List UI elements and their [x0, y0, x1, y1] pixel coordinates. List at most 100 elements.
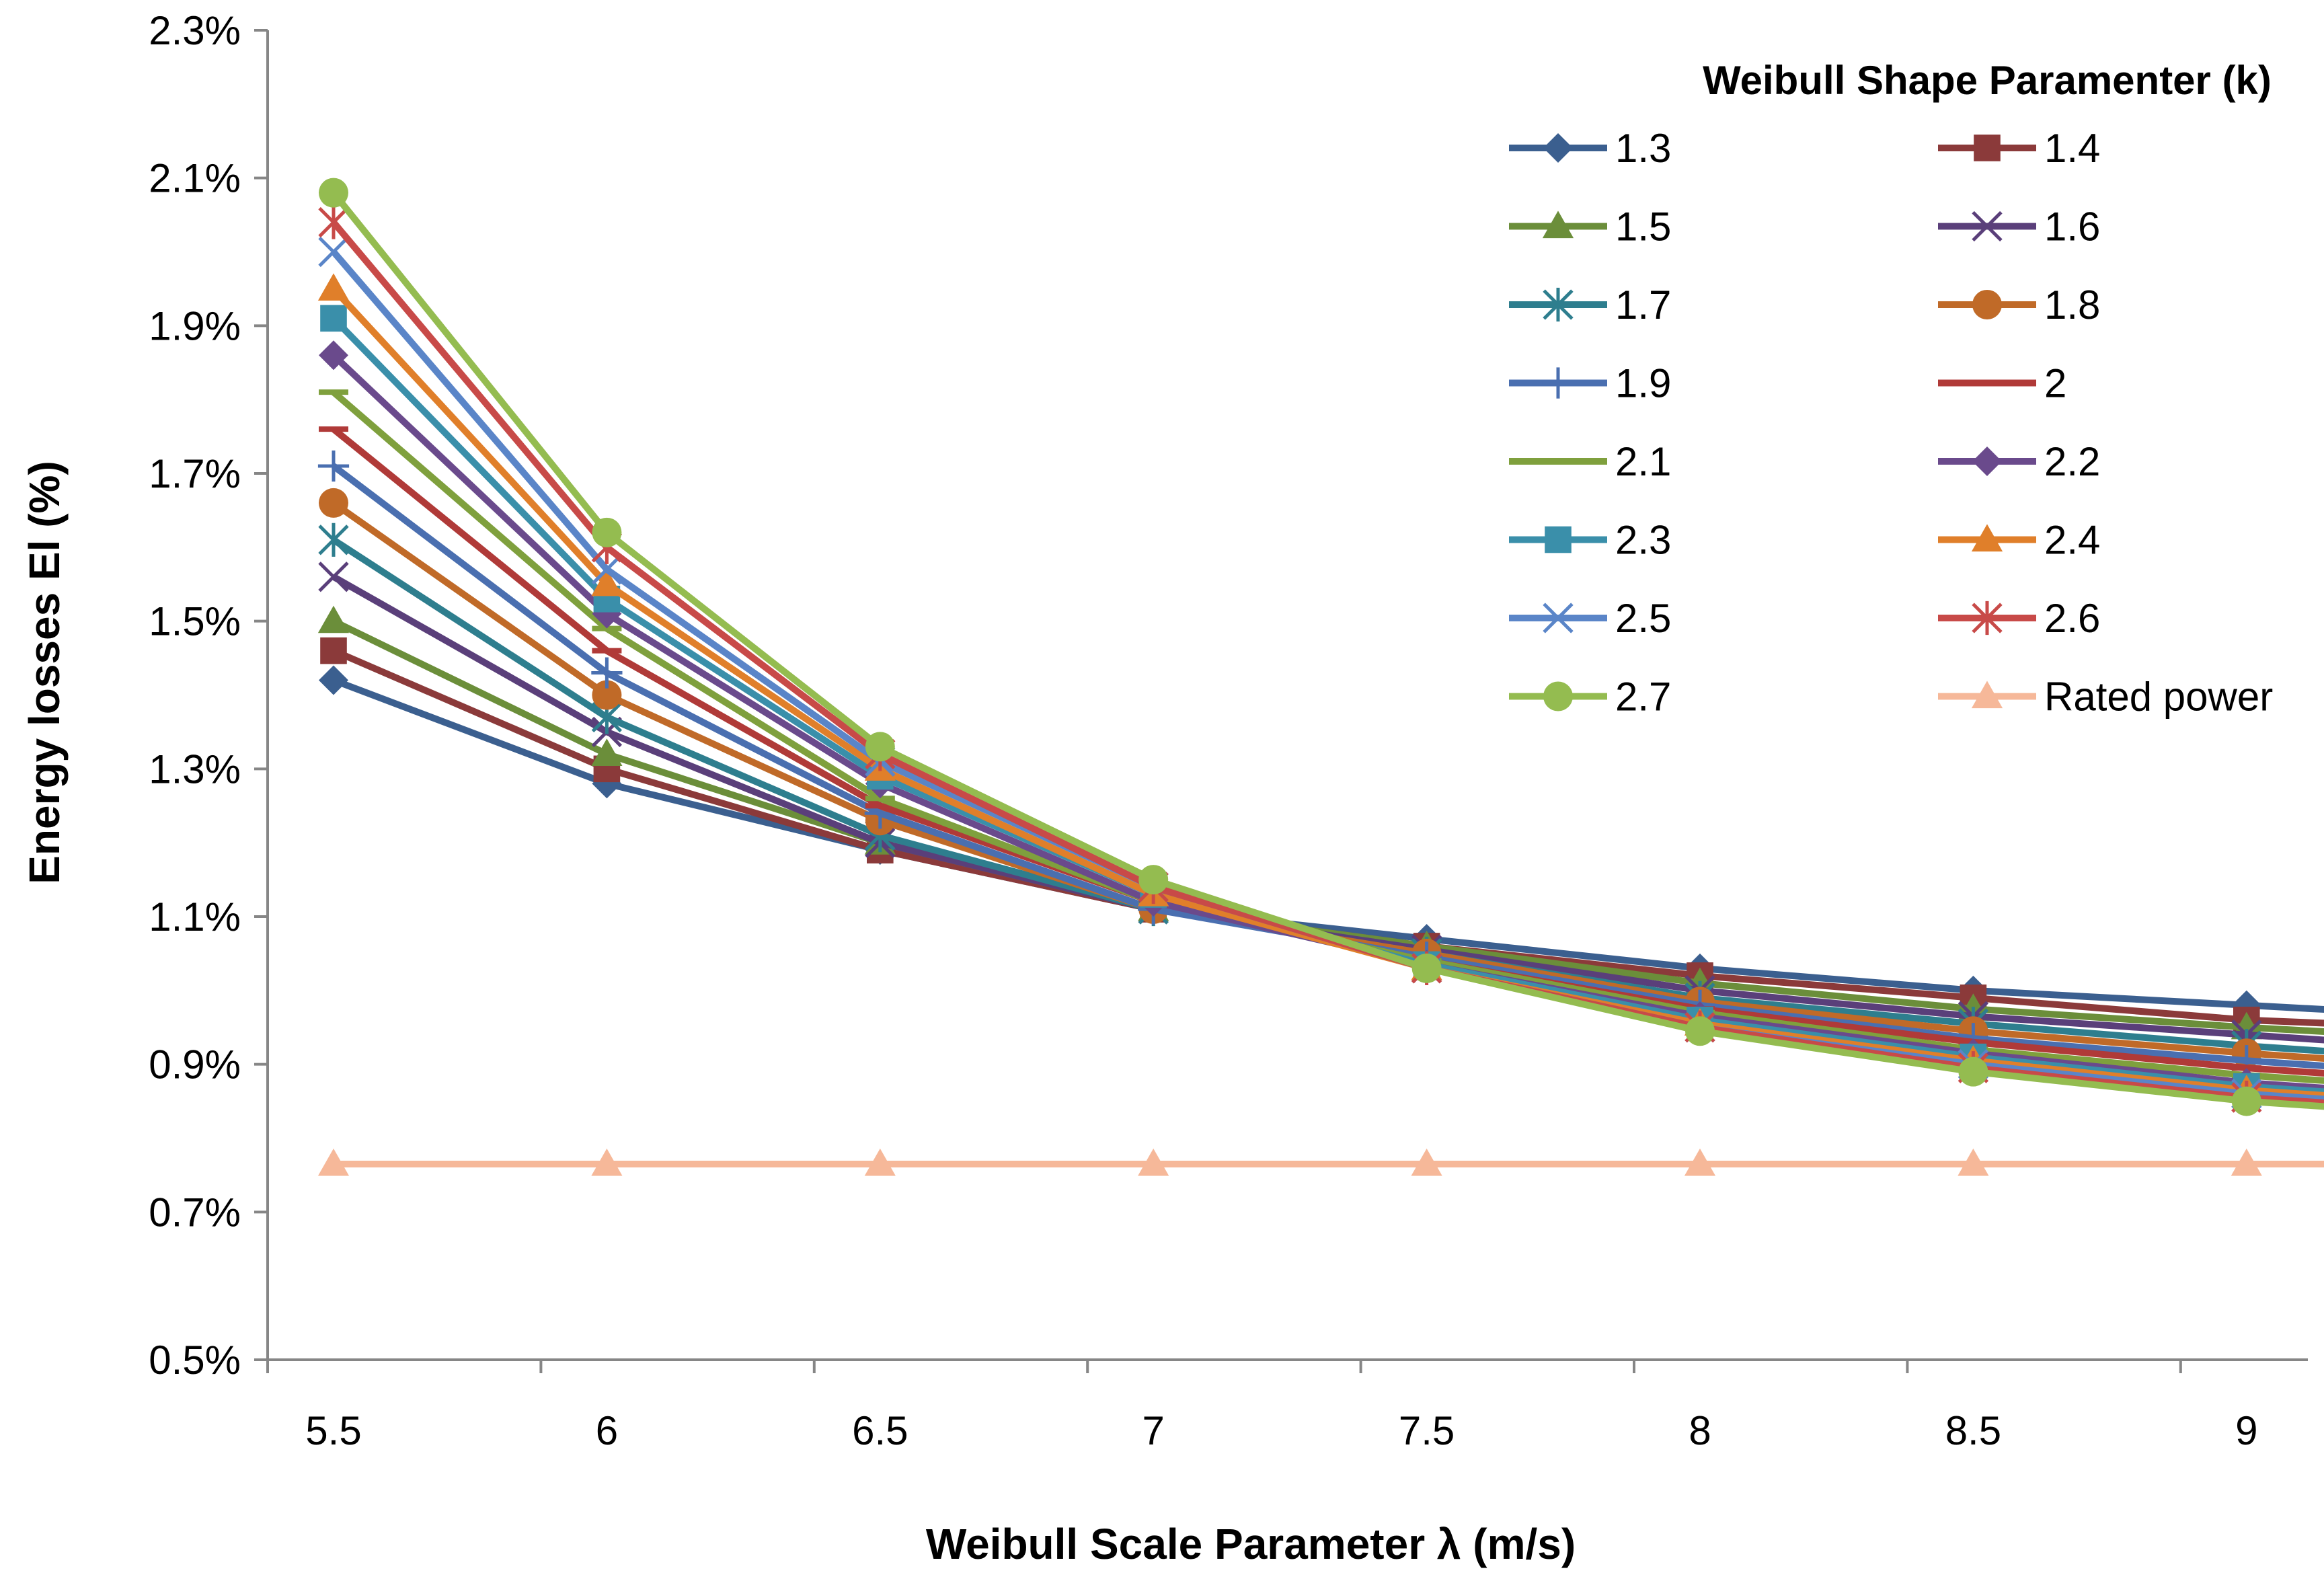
series-2.7 [319, 178, 2324, 1116]
legend-swatch-marker [1543, 603, 1574, 633]
series-rated-power [317, 1148, 2324, 1176]
legend-label: 2.1 [1615, 439, 1671, 484]
data-point [591, 568, 623, 596]
data-point [319, 665, 348, 695]
legend-entry: Rated power [1938, 674, 2273, 720]
legend-swatch-marker [1972, 290, 2002, 319]
y-tick-label: 1.9% [149, 303, 241, 348]
x-tick-label: 8.5 [1945, 1408, 2001, 1453]
legend-swatch-marker [1545, 526, 1572, 553]
data-point [320, 305, 347, 332]
legend-entry: 2.5 [1509, 596, 1671, 641]
x-tick-label: 7 [1142, 1408, 1165, 1453]
data-point [591, 1148, 623, 1176]
legend-label: 1.3 [1615, 126, 1671, 171]
data-point [1685, 1016, 1715, 1046]
data-point [1958, 1056, 1988, 1087]
legend-label: 2.5 [1615, 596, 1671, 641]
data-point [591, 738, 623, 766]
data-point [317, 450, 350, 482]
data-point [2231, 1148, 2262, 1176]
legend-label: 2.3 [1615, 518, 1671, 563]
legend-swatch-marker [1974, 134, 2001, 161]
series-line [332, 648, 2324, 1027]
data-point [319, 178, 348, 208]
data-point [2231, 1086, 2261, 1116]
data-point [1411, 953, 1442, 983]
legend-entry: 2 [1938, 361, 2066, 406]
y-tick-label: 1.3% [149, 746, 241, 792]
y-tick-label: 0.5% [149, 1338, 241, 1383]
series-layer [317, 178, 2324, 1176]
data-point [865, 732, 895, 762]
legend: Weibull Shape Paramenter (k) 1.3 1.4 1.5 1.6… [1509, 58, 2273, 720]
legend-label: 1.7 [1615, 282, 1671, 327]
axes: 0.5% 0.7% 0.9% 1.1% 1.3% 1.5% 1.7% 1.9% 2.1% 2.3%… [149, 8, 2308, 1453]
legend-label: 1.5 [1615, 204, 1671, 249]
data-point [317, 273, 350, 301]
legend-swatch-marker [1972, 210, 2003, 242]
data-point [317, 1148, 350, 1176]
series-line [332, 677, 2324, 1013]
data-point [318, 205, 349, 239]
legend-label: 2.4 [2044, 518, 2100, 563]
data-point [591, 554, 623, 585]
legend-label: 2.6 [2044, 596, 2100, 641]
x-tick-label: 5.5 [305, 1408, 361, 1453]
y-axis-title: Energy losses El (%) [20, 461, 69, 884]
legend-entry: 2.3 [1509, 518, 1671, 563]
legend-swatch-marker [1543, 133, 1573, 163]
legend-label: 2 [2044, 361, 2066, 406]
series-line [332, 618, 2324, 1035]
legend-entry: 1.7 [1509, 282, 1671, 327]
y-tick-label: 1.1% [149, 894, 241, 939]
x-tick-label: 6.5 [852, 1408, 908, 1453]
data-point [1411, 1148, 1442, 1176]
data-point [317, 605, 350, 633]
legend-entry: 2.7 [1509, 674, 1671, 720]
legend-entry: 1.3 [1509, 126, 1671, 171]
legend-swatch-marker [1972, 447, 2002, 476]
y-tick-label: 2.1% [149, 156, 241, 201]
legend-entry: 1.8 [1938, 282, 2100, 327]
data-point [318, 236, 349, 268]
y-tick-label: 1.5% [149, 599, 241, 644]
legend-entry: 2.1 [1509, 439, 1671, 484]
legend-swatch-marker [1972, 601, 2003, 635]
data-point [319, 488, 348, 518]
legend-label: 1.6 [2044, 204, 2100, 249]
legend-label: 1.4 [2044, 126, 2100, 171]
series-line [332, 574, 2324, 1044]
legend-label: 2.7 [1615, 674, 1671, 720]
data-point [1138, 865, 1169, 895]
legend-entry: 2.4 [1938, 518, 2100, 563]
x-axis-title: Weibull Scale Parameter λ (m/s) [926, 1520, 1576, 1568]
data-point [1138, 1148, 1169, 1176]
data-point [1684, 1148, 1716, 1176]
legend-label: Rated power [2044, 674, 2273, 720]
legend-title: Weibull Shape Paramenter (k) [1703, 58, 2272, 103]
x-tick-label: 8 [1689, 1408, 1711, 1453]
legend-label: 1.8 [2044, 282, 2100, 327]
data-point [864, 1148, 896, 1176]
legend-entry: 1.9 [1509, 361, 1671, 406]
data-point [320, 637, 347, 664]
legend-label: 2.2 [2044, 439, 2100, 484]
data-point [592, 517, 622, 547]
y-tick-label: 2.3% [149, 8, 241, 53]
y-tick-label: 0.9% [149, 1042, 241, 1087]
data-point [592, 680, 622, 710]
legend-entry: 1.4 [1938, 126, 2100, 171]
data-point [319, 340, 348, 371]
legend-entry: 2.6 [1938, 596, 2100, 641]
x-tick-label: 9 [2235, 1408, 2257, 1453]
legend-swatch-marker [1542, 367, 1574, 399]
data-point [591, 657, 623, 689]
legend-entry: 1.6 [1938, 204, 2100, 249]
data-point [318, 523, 349, 557]
legend-swatch-marker [1971, 524, 2003, 552]
legend-swatch-marker [1971, 681, 2003, 709]
data-point [1958, 1148, 1989, 1176]
